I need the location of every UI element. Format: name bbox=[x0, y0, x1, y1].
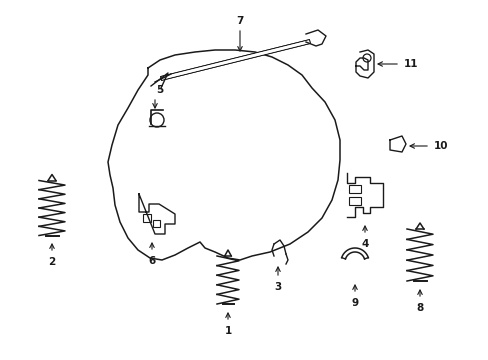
Bar bbox=[153, 220, 160, 227]
Text: 11: 11 bbox=[403, 59, 418, 69]
Text: 9: 9 bbox=[351, 298, 358, 308]
Text: 10: 10 bbox=[433, 141, 447, 151]
Text: 7: 7 bbox=[236, 16, 243, 26]
Bar bbox=[348, 197, 360, 205]
Text: 6: 6 bbox=[148, 256, 155, 266]
Text: 8: 8 bbox=[415, 303, 423, 313]
Text: 5: 5 bbox=[156, 85, 163, 95]
Text: 2: 2 bbox=[48, 257, 56, 267]
Bar bbox=[142, 214, 151, 222]
Bar bbox=[348, 185, 360, 193]
Text: 3: 3 bbox=[274, 282, 281, 292]
Text: 1: 1 bbox=[224, 326, 231, 336]
Text: 4: 4 bbox=[361, 239, 368, 249]
